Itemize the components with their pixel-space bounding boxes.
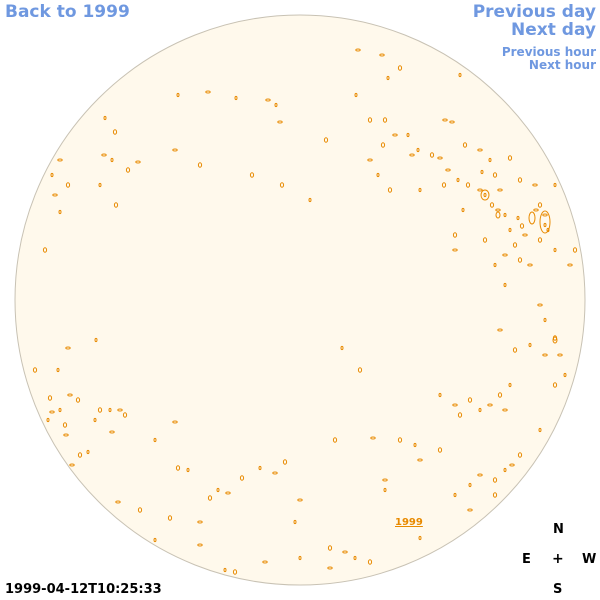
compass-east-label: E	[522, 552, 531, 567]
compass-center-mark: +	[552, 551, 564, 567]
year-link[interactable]: 1999	[395, 517, 423, 528]
compass-north-label: N	[553, 522, 564, 537]
observation-timestamp: 1999-04-12T10:25:33	[5, 582, 162, 597]
compass-south-label: S	[553, 582, 562, 597]
compass-west-label: W	[582, 552, 596, 567]
